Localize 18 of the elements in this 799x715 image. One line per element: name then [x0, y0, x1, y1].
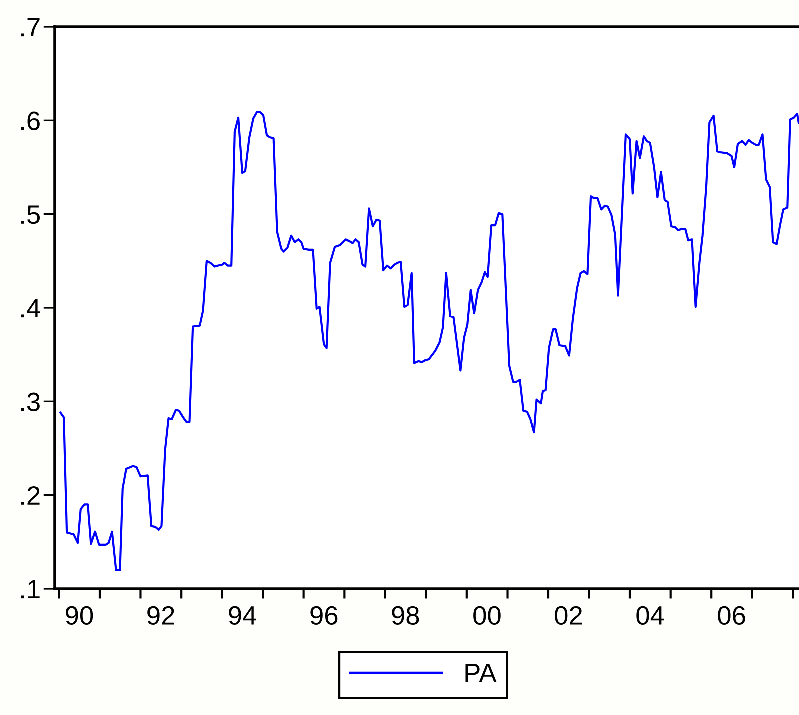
- y-tick-label: .2: [22, 486, 40, 505]
- x-tick-label: 06: [718, 606, 746, 626]
- x-tick-label: 90: [66, 606, 94, 626]
- y-tick-label: .1: [22, 580, 40, 599]
- x-tick-label: 02: [555, 606, 582, 626]
- x-tick-label: 96: [310, 606, 338, 626]
- y-tick-label: .3: [22, 392, 40, 412]
- y-tick-label: .5: [22, 206, 40, 224]
- y-tick-label: .7: [22, 18, 40, 37]
- legend-label: PA: [466, 664, 497, 682]
- y-tick-label: .6: [22, 112, 40, 130]
- x-tick-label: 98: [392, 606, 420, 626]
- x-tick-label: 00: [474, 606, 501, 626]
- x-tick-label: 04: [636, 606, 664, 626]
- line-series: [60, 111, 799, 572]
- x-tick-label: 94: [229, 606, 256, 626]
- x-tick-label: 92: [148, 606, 174, 626]
- y-tick-label: .4: [22, 299, 40, 318]
